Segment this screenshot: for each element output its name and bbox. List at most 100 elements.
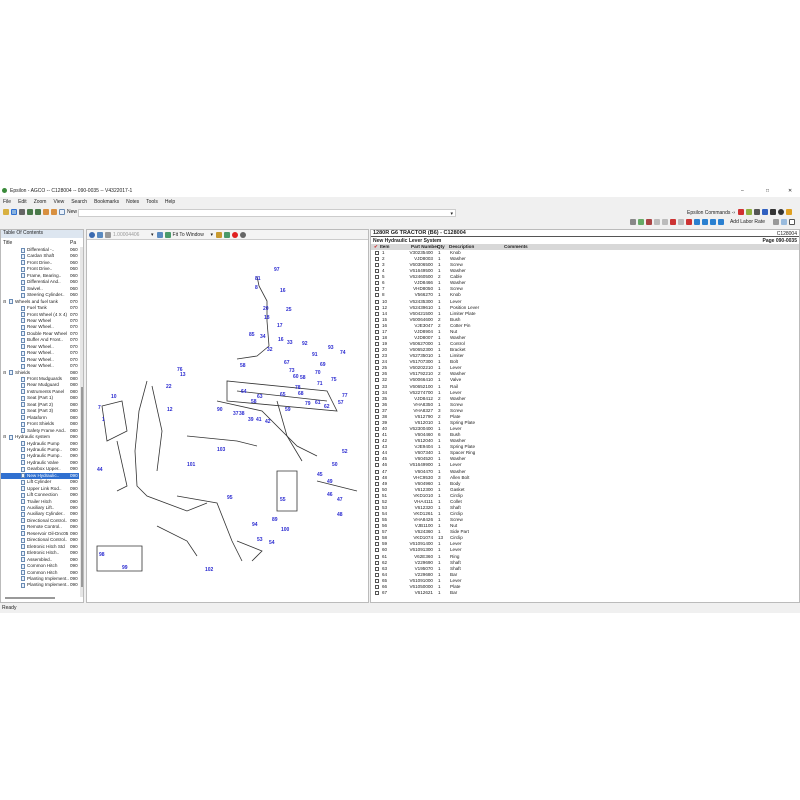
close-button[interactable]: ✕ xyxy=(788,188,793,194)
table-row[interactable]: 5 V62460500 2 Cable xyxy=(371,274,799,280)
table-row[interactable]: 45 V604520 1 Washer xyxy=(371,456,799,462)
table-row[interactable]: 47 V604470 1 Washer xyxy=(371,469,799,475)
row-checkbox[interactable] xyxy=(375,354,379,359)
toc-item[interactable]: Seat (Part 2) 080 xyxy=(1,402,79,408)
table-row[interactable]: 32 V60066410 1 Valve xyxy=(371,377,799,383)
table-row[interactable]: 38 V612790 2 Plate xyxy=(371,414,799,420)
row-checkbox[interactable] xyxy=(375,317,379,322)
callout-label[interactable]: 22 xyxy=(166,384,172,390)
toc-item[interactable]: Differential -.. 060 xyxy=(1,247,79,253)
callout-label[interactable]: 79 xyxy=(305,401,311,407)
home-icon[interactable] xyxy=(216,231,223,238)
toc-item[interactable]: Safety Frame And.. 080 xyxy=(1,428,79,434)
callout-label[interactable]: 33 xyxy=(287,340,293,346)
col-qty[interactable]: Qty xyxy=(437,244,445,249)
table-row[interactable]: 57 V624360 1 Side Part xyxy=(371,529,799,535)
toc-item[interactable]: Buffer And Front.. 070 xyxy=(1,337,79,343)
callout-label[interactable]: 77 xyxy=(342,393,348,399)
callout-label[interactable]: 18 xyxy=(264,315,270,321)
right-icon[interactable] xyxy=(709,219,716,225)
row-checkbox[interactable] xyxy=(375,554,379,559)
callout-label[interactable]: 20 xyxy=(263,306,269,312)
row-checkbox[interactable] xyxy=(375,420,379,425)
callout-label[interactable]: 78 xyxy=(295,385,301,391)
row-checkbox[interactable] xyxy=(375,311,379,316)
table-row[interactable]: 24 V61707300 1 Bolt xyxy=(371,359,799,365)
callout-label[interactable]: 34 xyxy=(260,334,266,340)
toc-item[interactable]: Planting Implement.. 090 xyxy=(1,582,79,588)
row-checkbox[interactable] xyxy=(375,512,379,516)
toc-item[interactable]: Front Drive.. 060 xyxy=(1,266,79,272)
toc-item[interactable]: Gearbox Upper.. 090 xyxy=(1,466,79,472)
table-row[interactable]: 8 V566270 1 Knob xyxy=(371,292,799,298)
table-row[interactable]: 59 V61091400 1 Lever xyxy=(371,541,799,547)
callout-label[interactable]: 1 xyxy=(102,417,105,423)
table-row[interactable]: 67 V612621 1 Bar xyxy=(371,590,799,596)
callout-label[interactable]: 25 xyxy=(286,307,292,313)
minimize-pane-icon[interactable] xyxy=(773,219,779,225)
toc-item[interactable]: Differential And.. 060 xyxy=(1,279,79,285)
callout-label[interactable]: 37 xyxy=(233,411,239,417)
callout-label[interactable]: 32 xyxy=(267,347,273,353)
row-checkbox[interactable] xyxy=(375,445,379,450)
row-checkbox[interactable] xyxy=(375,366,379,371)
toc-item[interactable]: Double Rear Wheel 070 xyxy=(1,331,79,337)
toc-item[interactable]: Swivel.. 060 xyxy=(1,286,79,292)
callout-label[interactable]: 101 xyxy=(187,462,196,468)
row-checkbox[interactable] xyxy=(375,329,379,334)
row-checkbox[interactable] xyxy=(375,342,379,347)
callout-label[interactable]: 16 xyxy=(280,288,286,294)
table-row[interactable]: 1 V30235400 1 Knob xyxy=(371,250,799,256)
table-row[interactable]: 43 VJE9404 1 Spring Plate xyxy=(371,444,799,450)
row-checkbox[interactable] xyxy=(375,408,379,413)
down-icon[interactable] xyxy=(717,219,724,225)
row-checkbox[interactable] xyxy=(375,360,379,365)
callout-label[interactable]: 10 xyxy=(111,394,117,400)
row-checkbox[interactable] xyxy=(375,493,379,498)
toc-item[interactable]: Rear Wheel.. 070 xyxy=(1,324,79,330)
callout-label[interactable]: 75 xyxy=(331,377,337,383)
callout-label[interactable]: 8 xyxy=(255,285,258,291)
toc-item[interactable]: Directional Control.. 090 xyxy=(1,537,79,543)
table-row[interactable]: 6 VJD8466 1 Washer xyxy=(371,280,799,286)
row-checkbox[interactable] xyxy=(375,427,379,432)
row-checkbox[interactable] xyxy=(375,275,379,280)
row-checkbox[interactable] xyxy=(375,372,379,377)
callout-label[interactable]: 65 xyxy=(280,392,286,398)
table-row[interactable]: 60 V61091300 1 Lever xyxy=(371,547,799,553)
toc-item[interactable]: Cardan Shaft 060 xyxy=(1,253,79,259)
row-checkbox[interactable] xyxy=(375,305,379,310)
row-checkbox[interactable] xyxy=(375,578,379,583)
check-icon[interactable] xyxy=(637,219,644,225)
menu-search[interactable]: Search xyxy=(71,199,88,205)
toc-toggle-icon[interactable] xyxy=(11,209,17,215)
toc-item[interactable]: Rear Wheel 070 xyxy=(1,318,79,324)
right-arrow-icon[interactable] xyxy=(677,219,684,225)
toc-item[interactable]: ⊟ Wheels and fuel tank 070 xyxy=(1,299,79,305)
toc-item[interactable]: Reservoir Oil-Dnc05 090 xyxy=(1,531,79,537)
magnify-icon[interactable] xyxy=(89,231,95,238)
table-row[interactable]: 46 V61649900 1 Lever xyxy=(371,462,799,468)
toc-item[interactable]: Trailer Hitch 090 xyxy=(1,499,79,505)
callout-label[interactable]: 76 xyxy=(177,367,183,373)
callout-label[interactable]: 91 xyxy=(312,352,318,358)
row-checkbox[interactable] xyxy=(375,323,379,328)
toc-item[interactable]: Instruments Panel 080 xyxy=(1,389,79,395)
zoom-value[interactable]: 1.00004406 xyxy=(113,231,140,238)
toc-item[interactable]: Auxiliary Cylinder.. 090 xyxy=(1,511,79,517)
callout-label[interactable]: 81 xyxy=(255,276,261,282)
callout-label[interactable]: 45 xyxy=(317,472,323,478)
callout-label[interactable]: 57 xyxy=(338,400,344,406)
callout-label[interactable]: 49 xyxy=(327,479,333,485)
callout-label[interactable]: 70 xyxy=(315,370,321,376)
row-checkbox[interactable] xyxy=(375,572,379,577)
toc-item[interactable]: Frame, Bearing.. 060 xyxy=(1,273,79,279)
row-checkbox[interactable] xyxy=(375,530,379,535)
callout-label[interactable]: 69 xyxy=(320,362,326,368)
row-checkbox[interactable] xyxy=(375,439,379,444)
book-icon[interactable] xyxy=(43,209,49,215)
toc-item[interactable]: Eletronic Hitch Std 090 xyxy=(1,544,79,550)
toc-item[interactable]: New Hydraulic.. 090 xyxy=(1,472,79,479)
table-row[interactable]: 36 VHA8350 1 Screw xyxy=(371,402,799,408)
table-row[interactable]: 42 V612040 1 Washer xyxy=(371,438,799,444)
